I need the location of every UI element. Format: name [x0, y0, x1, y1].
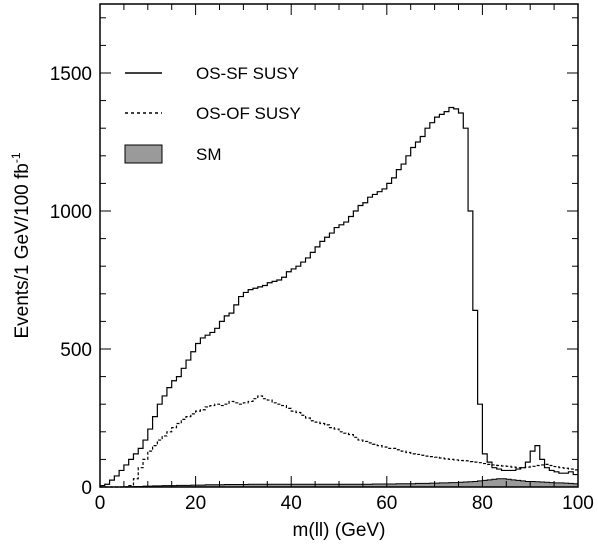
- series-layer: [100, 106, 578, 488]
- y-tick-label: 500: [60, 340, 92, 361]
- legend-swatch-sm: [124, 144, 163, 164]
- series-os-of-susy-histogram: [100, 395, 578, 488]
- plot-frame: [99, 3, 579, 488]
- y-axis-label: Events/1 GeV/100 fb-1: [9, 152, 33, 338]
- legend-label-os-sf: OS-SF SUSY: [196, 64, 299, 83]
- y-tick-label: 1500: [50, 64, 92, 85]
- series-os-sf-susy-histogram: [100, 106, 578, 487]
- y-axis-label-superscript: -1: [9, 152, 23, 163]
- legend: OS-SF SUSY OS-OF SUSY SM: [124, 64, 301, 164]
- x-tick-label: 40: [281, 493, 302, 514]
- x-tick-label: 60: [376, 493, 397, 514]
- y-axis-label-main: Events/1 GeV/100 fb: [12, 163, 33, 338]
- y-tick-label: 1000: [50, 202, 92, 223]
- legend-label-sm: SM: [196, 145, 222, 164]
- legend-label-os-of: OS-OF SUSY: [196, 104, 301, 123]
- x-tick-label: 80: [472, 493, 493, 514]
- x-tick-label: 0: [95, 493, 106, 514]
- x-tick-label: 100: [562, 493, 594, 514]
- y-tick-label: 0: [81, 478, 92, 499]
- axis-ticks: [99, 4, 579, 488]
- x-tick-label: 20: [185, 493, 206, 514]
- x-axis-label: m(ll) (GeV): [293, 520, 386, 541]
